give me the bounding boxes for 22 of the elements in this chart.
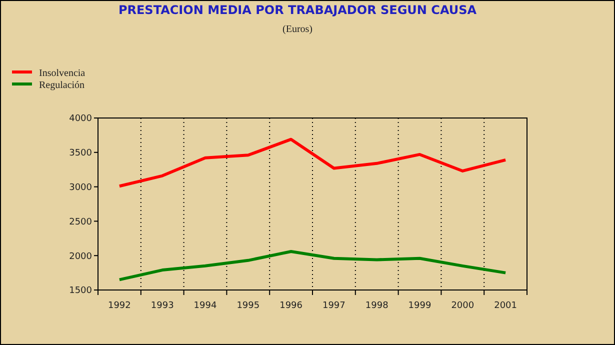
x-tick-label: 2001 xyxy=(494,301,518,311)
legend-label: Insolvencia xyxy=(39,68,86,79)
y-tick-label: 2000 xyxy=(69,252,92,262)
x-tick-label: 1994 xyxy=(194,301,217,311)
y-tick-label: 1500 xyxy=(69,286,92,296)
x-tick-label: 1999 xyxy=(408,301,432,311)
x-tick-label: 2000 xyxy=(451,301,474,311)
y-tick-label: 3000 xyxy=(69,182,92,193)
y-tick-label: 2500 xyxy=(69,217,92,228)
chart-subtitle: (Euros) xyxy=(282,24,312,35)
x-tick-label: 1992 xyxy=(108,301,131,311)
y-tick-label: 4000 xyxy=(69,114,92,124)
line-series xyxy=(118,250,508,282)
x-tick-label: 1997 xyxy=(322,301,346,311)
y-tick-label: 3500 xyxy=(69,148,92,159)
legend-label: Regulación xyxy=(39,80,85,91)
x-tick-label: 1996 xyxy=(280,301,303,311)
x-tick-label: 1993 xyxy=(150,301,174,311)
chart-title: PRESTACION MEDIA POR TRABAJADOR SEGUN CAUSA xyxy=(118,3,478,17)
x-tick-label: 1998 xyxy=(365,301,389,311)
x-tick-label: 1995 xyxy=(236,301,260,311)
line-series xyxy=(118,138,508,188)
